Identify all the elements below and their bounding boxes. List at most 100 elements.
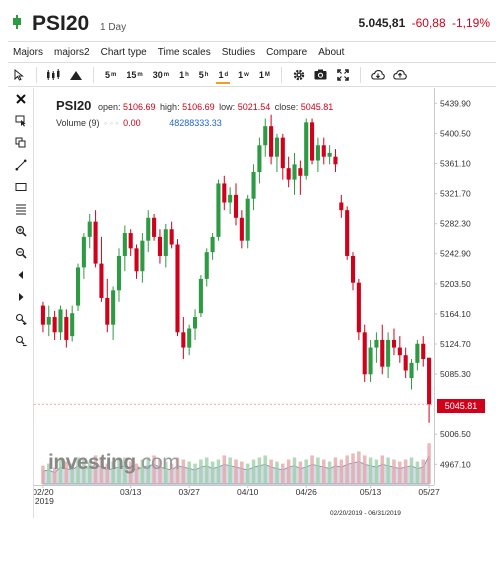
menu-time-scales[interactable]: Time scales	[157, 46, 211, 58]
rectangle-icon[interactable]	[8, 176, 34, 198]
volume-bar	[275, 461, 279, 484]
timeframe-30m[interactable]: 30 m	[152, 69, 170, 80]
scroll-left-icon[interactable]	[8, 264, 34, 286]
candle-body	[409, 362, 414, 379]
fibonacci-icon[interactable]	[8, 198, 34, 220]
menu-majors[interactable]: Majors	[13, 46, 44, 58]
zoom-out-icon[interactable]	[8, 242, 34, 264]
menu-chart-type[interactable]: Chart type	[100, 46, 147, 58]
last-price-tag: 5045.81	[437, 399, 485, 413]
x-tick-label: 04/10	[237, 487, 259, 497]
candle-body	[233, 194, 239, 218]
candle-body	[286, 168, 291, 180]
zoom-in-icon[interactable]	[8, 220, 34, 242]
volume-bar	[398, 461, 402, 484]
volume-bar	[199, 459, 203, 484]
volume-settings-icon[interactable]: ◦ ◦ ◦	[104, 118, 119, 128]
close-icon[interactable]	[8, 88, 34, 110]
volume-bar	[193, 463, 197, 484]
candle-body	[210, 236, 215, 253]
copy-icon[interactable]	[8, 132, 34, 154]
volume-bar	[187, 461, 191, 484]
cursor-icon[interactable]	[8, 64, 30, 86]
candle-body	[175, 244, 180, 333]
candlestick-chart-icon[interactable]	[43, 64, 65, 86]
volume-bar	[99, 459, 104, 484]
candle-body	[368, 347, 373, 375]
cloud-upload-icon[interactable]	[389, 64, 411, 86]
zoom-reset-icon[interactable]	[8, 330, 34, 352]
timeframe-15m[interactable]: 15 m	[126, 69, 143, 80]
toolbar-divider	[93, 66, 94, 83]
candle-body	[374, 339, 379, 348]
candle-body	[257, 145, 262, 172]
gear-icon[interactable]	[288, 64, 310, 86]
page-title: PSI20	[32, 12, 90, 35]
volume-bar	[362, 455, 367, 484]
volume-bar	[140, 459, 145, 484]
menu-compare[interactable]: Compare	[266, 46, 308, 58]
volume-bar	[386, 457, 390, 484]
y-tick-label: 5361.10	[440, 159, 471, 169]
volume-bar	[257, 457, 262, 484]
candle-body	[245, 198, 250, 241]
fullscreen-icon[interactable]	[332, 64, 354, 86]
menu-about[interactable]: About	[318, 46, 345, 58]
volume-bar	[175, 457, 180, 484]
volume-bar	[234, 459, 238, 484]
legend-open: 5106.69	[122, 102, 156, 112]
menu-majors2[interactable]: majors2	[54, 46, 90, 58]
volume-bar	[351, 453, 355, 484]
volume-bar	[251, 459, 256, 484]
volume-bar	[117, 459, 121, 484]
candle-body	[52, 317, 57, 333]
candle-body	[310, 122, 315, 161]
x-tick-label: 05/13	[360, 487, 382, 497]
candle-body	[315, 145, 320, 161]
volume-bar	[70, 463, 74, 484]
watermark-main: investing	[48, 451, 136, 474]
volume-label: Volume (9)	[56, 118, 100, 128]
candle-body	[116, 255, 122, 291]
volume-value: 0.00	[123, 118, 141, 128]
menu-studies[interactable]: Studies	[221, 46, 256, 58]
scroll-right-icon[interactable]	[8, 286, 34, 308]
date-range: 02/20/2019 - 06/31/2019	[330, 510, 401, 517]
period-label: 1 Day	[100, 22, 127, 33]
candle-body	[93, 221, 98, 264]
candle-body	[87, 221, 92, 237]
candle-body	[181, 332, 186, 348]
candle-body	[134, 248, 139, 272]
volume-bar	[111, 461, 115, 484]
volume-bar	[245, 463, 250, 484]
y-tick-label: 5006.50	[440, 429, 471, 439]
crosshair-cursor-icon[interactable]	[8, 110, 34, 132]
candle-body	[228, 194, 233, 203]
price-chart[interactable]: 5439.90 5400.50 5361.10 5321.70 5282.30 5242.…	[34, 88, 488, 518]
candle-body	[427, 357, 432, 405]
candle-body	[339, 202, 344, 211]
mountain-chart-icon[interactable]	[65, 64, 87, 86]
volume-bar	[286, 459, 291, 484]
candle-body	[111, 290, 116, 325]
trendline-icon[interactable]	[8, 154, 34, 176]
cloud-download-icon[interactable]	[367, 64, 389, 86]
legend-close-label: close:	[274, 102, 299, 112]
candle-body	[70, 313, 75, 337]
candle-body	[40, 305, 45, 325]
legend-low-label: low:	[219, 102, 236, 112]
volume-bar	[228, 457, 232, 484]
zoom-in-more-icon[interactable]	[8, 308, 34, 330]
toolbar-divider	[36, 66, 37, 83]
candle-body	[298, 168, 303, 176]
y-tick-label: 5085.30	[440, 369, 471, 379]
candle-body	[128, 233, 133, 249]
y-tick-label: 5282.30	[440, 219, 471, 229]
camera-icon[interactable]	[310, 64, 332, 86]
